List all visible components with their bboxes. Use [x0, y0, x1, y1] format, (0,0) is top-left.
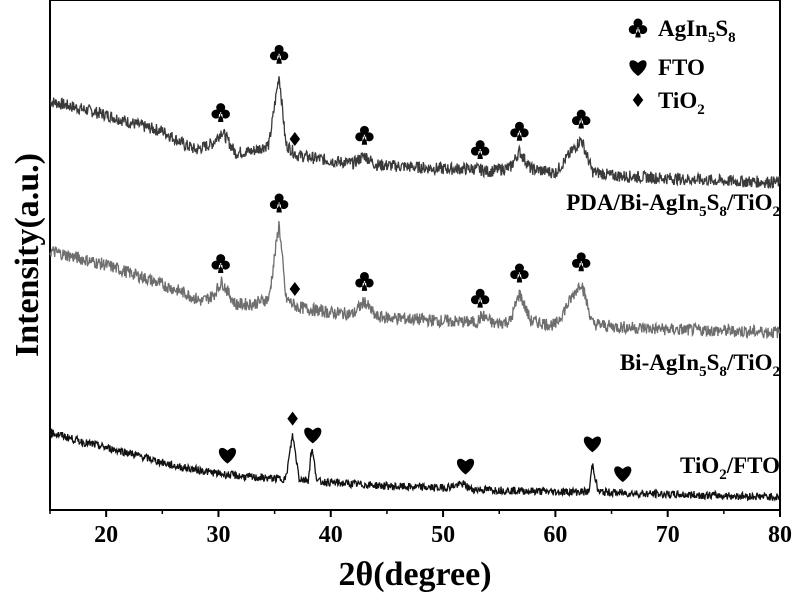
peak-marker-club	[510, 264, 528, 283]
peak-marker-heart	[219, 448, 236, 464]
legend-symbol-heart	[629, 60, 646, 76]
peak-marker-club	[270, 194, 288, 213]
x-tick-label: 30	[206, 522, 230, 548]
peak-marker-club	[270, 45, 288, 64]
peak-marker-diamond	[290, 132, 301, 146]
series-line	[50, 429, 780, 501]
peak-marker-heart	[304, 428, 321, 444]
peak-marker-club	[572, 252, 590, 271]
x-axis-ticks: 20 30 40 50 60 70 80	[50, 510, 792, 548]
peak-marker-diamond	[287, 412, 298, 426]
peak-marker-heart	[584, 436, 601, 452]
peak-marker-club	[471, 140, 489, 159]
series-label: Bi-AgIn5S8/TiO2	[620, 350, 780, 380]
peak-marker-club	[471, 289, 489, 308]
peak-marker-diamond	[290, 282, 301, 296]
legend: AgIn5S8 FTO TiO2	[629, 16, 736, 118]
peak-marker-heart	[457, 459, 474, 475]
x-tick-label: 40	[319, 522, 343, 548]
y-axis-title: Intensity(a.u.)	[9, 153, 46, 357]
legend-symbol-diamond	[633, 93, 644, 107]
x-tick-label: 60	[543, 522, 567, 548]
series-path	[50, 221, 780, 338]
x-tick-label: 70	[656, 522, 680, 548]
legend-label: FTO	[658, 55, 705, 80]
peak-marker-club	[211, 254, 229, 273]
peak-marker-club	[510, 122, 528, 141]
series-path	[50, 429, 780, 501]
legend-symbol-club	[629, 19, 647, 38]
series-label: TiO2/FTO	[680, 453, 780, 483]
x-tick-label: 80	[768, 522, 792, 548]
series-line	[50, 221, 780, 338]
x-axis-title: 2θ(degree)	[338, 556, 491, 593]
legend-label: TiO2	[658, 88, 705, 118]
peak-marker-club	[355, 126, 373, 145]
peak-marker-heart	[614, 466, 631, 482]
peak-marker-club	[211, 103, 229, 122]
peak-marker-club	[572, 110, 590, 129]
legend-label: AgIn5S8	[658, 16, 736, 46]
series-layer	[50, 76, 780, 500]
x-tick-label: 20	[94, 522, 118, 548]
peak-marker-club	[355, 272, 373, 291]
series-label: PDA/Bi-AgIn5S8/TiO2	[566, 190, 780, 220]
x-tick-label: 50	[431, 522, 455, 548]
